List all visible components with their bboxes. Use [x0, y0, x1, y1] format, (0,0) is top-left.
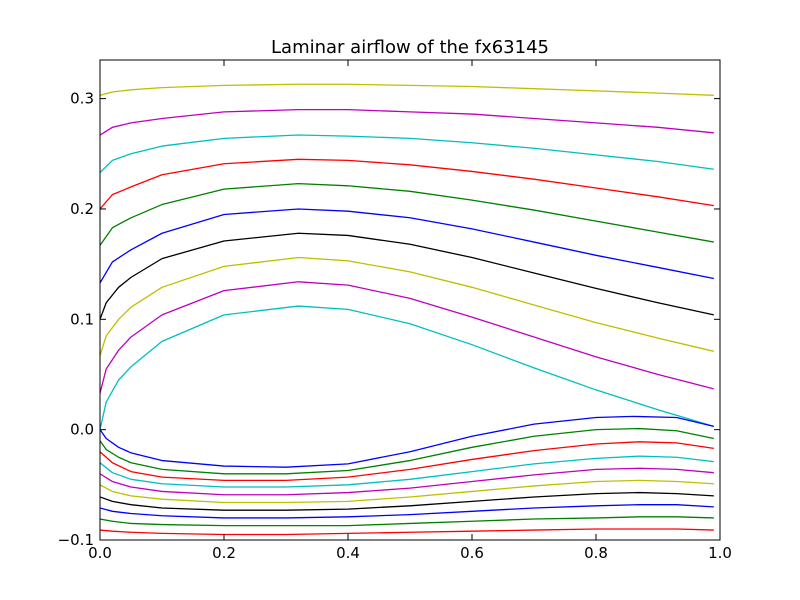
- streamline-8: [100, 256, 714, 356]
- x-tick-label: 1.0: [708, 544, 732, 562]
- x-tick-label: 0.2: [212, 544, 236, 562]
- streamline-4: [100, 158, 714, 210]
- x-tick-label: 0.8: [584, 544, 608, 562]
- y-axis: −0.1 0.0 0.1 0.2 0.3: [58, 90, 720, 549]
- plot-area: 0.0 0.2 0.4 0.6 0.8 1.0 −0.10.00.10.20.3: [58, 59, 732, 562]
- streamline-9: [100, 281, 714, 394]
- streamline-11: [100, 415, 714, 468]
- streamline-16: [100, 479, 714, 504]
- streamline-12: [100, 427, 714, 475]
- streamline-17: [100, 491, 714, 511]
- streamline-2: [100, 109, 714, 136]
- x-tick-label: 0.6: [460, 544, 484, 562]
- x-tick-label: 0.4: [336, 544, 360, 562]
- x-axis: 0.0 0.2 0.4 0.6 0.8 1.0: [88, 60, 732, 562]
- streamline-20: [100, 528, 714, 536]
- streamline-19: [100, 516, 714, 527]
- chart-title: Laminar airflow of the fx63145: [271, 37, 549, 58]
- series-lines: [100, 83, 714, 536]
- y-tick-label: 0.3: [70, 90, 94, 108]
- streamline-14: [100, 455, 714, 488]
- streamline-3: [100, 134, 714, 174]
- y-tick-label: 0.1: [70, 310, 94, 328]
- streamline-7: [100, 232, 714, 320]
- streamline-18: [100, 504, 714, 519]
- y-tick-label: −0.1: [58, 531, 94, 549]
- plot-frame: [99, 59, 721, 541]
- x-tick-label: 0.0: [88, 544, 112, 562]
- streamline-15: [100, 467, 714, 496]
- streamline-5: [100, 182, 714, 246]
- streamline-6: [100, 208, 714, 284]
- y-tick-label: 0.0: [70, 421, 94, 439]
- streamline-10: [100, 305, 714, 430]
- streamline-13: [100, 441, 714, 482]
- y-tick-label: 0.2: [70, 200, 94, 218]
- streamline-1: [100, 83, 714, 96]
